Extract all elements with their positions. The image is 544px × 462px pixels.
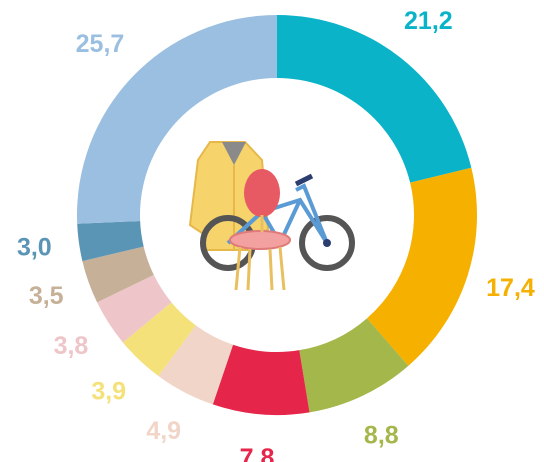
value-label: 7.8	[240, 444, 275, 462]
value-label: 21,2	[404, 7, 453, 35]
slice	[367, 168, 477, 366]
chart: 21,2 17,4 8,8 7.8 4,9 3,93,8 3,5 3,0 25,7	[0, 0, 544, 462]
value-label: 8,8	[364, 421, 399, 449]
slice	[277, 15, 471, 183]
value-label: 4,9	[146, 417, 181, 445]
center-illustration	[190, 142, 352, 290]
value-label: 17,4	[486, 274, 535, 302]
value-label: 3,8	[54, 332, 89, 360]
page: {"chart_data": {"type": "donut", "values…	[0, 0, 544, 462]
value-label: 25,7	[76, 30, 125, 58]
donut	[77, 15, 477, 415]
value-label: 3,5	[29, 282, 64, 310]
value-label: 3,0	[17, 233, 52, 261]
value-label: 3,9	[91, 378, 126, 406]
